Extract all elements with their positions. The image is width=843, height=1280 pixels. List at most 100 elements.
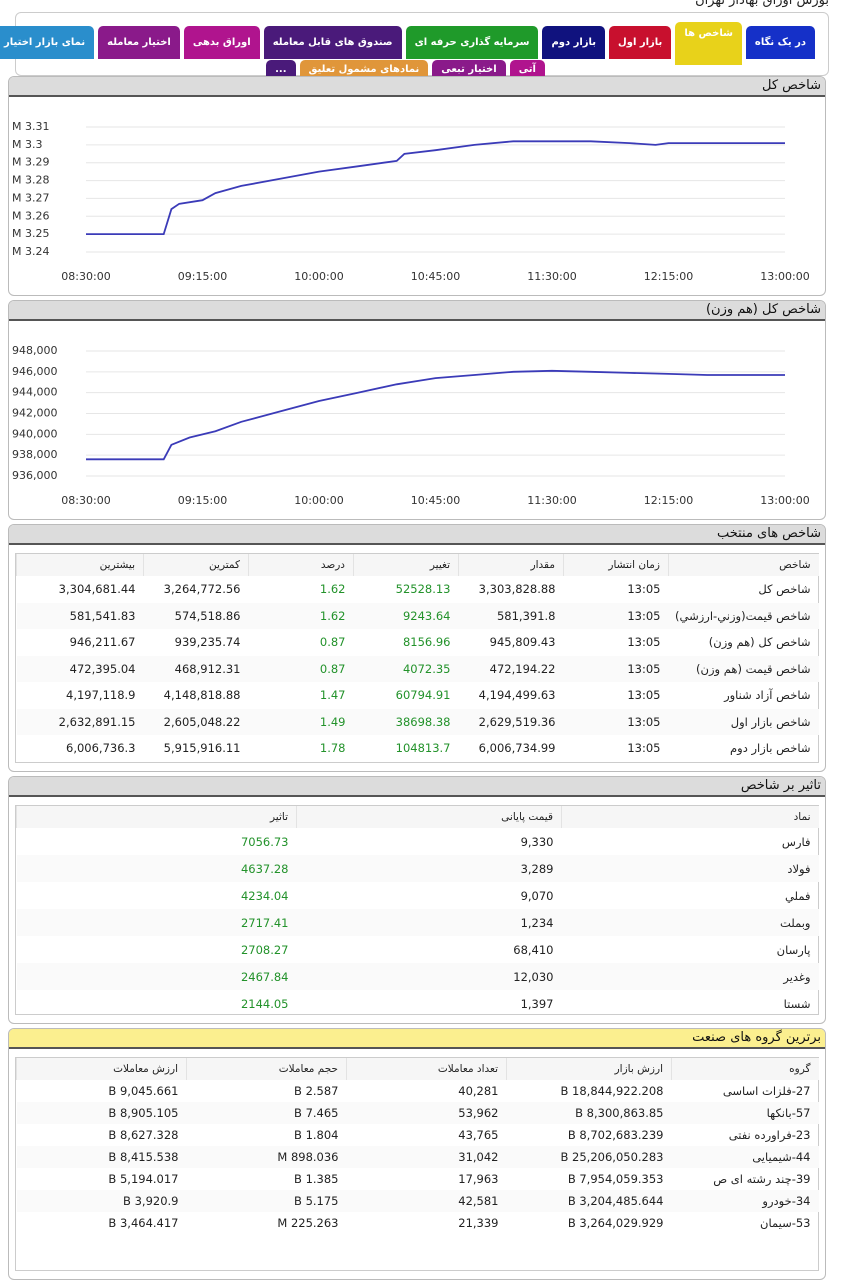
tab[interactable]: اختیار معامله	[98, 26, 180, 59]
y-tick-label: 940,000	[12, 427, 58, 440]
cell: فولاد	[561, 855, 819, 882]
cell: 60794.91	[395, 688, 451, 703]
cell: 5.175 B	[186, 1190, 347, 1212]
y-tick-label: M 3.26	[12, 209, 49, 222]
tab[interactable]: نمای بازار اختیار معامله	[0, 26, 95, 59]
cell: 8,905.105 B	[16, 1102, 187, 1124]
cell: 68,410	[513, 942, 554, 957]
column-header: مقدار	[458, 554, 564, 576]
cell: 21,339	[458, 1216, 499, 1230]
cell: 8156.96	[402, 635, 451, 650]
column-header: تغییر	[353, 554, 459, 576]
tab[interactable]: ...	[266, 60, 296, 78]
cell: 2,629,519.36	[458, 708, 564, 735]
column-header: تاثیر	[16, 806, 297, 828]
column-header: کمترین	[143, 554, 249, 576]
row: پارسان 68,410 2708.27	[17, 936, 819, 963]
x-tick-label: 09:15:00	[178, 270, 227, 283]
cell: 1.62	[319, 582, 346, 597]
tab[interactable]: بازار دوم	[542, 26, 606, 59]
line	[86, 140, 785, 235]
cell: 4072.35	[353, 655, 459, 682]
x-tick-label: 12:15:00	[644, 270, 693, 283]
cell: 2,605,048.22	[143, 708, 249, 735]
cell: وبملت	[561, 909, 819, 936]
cell: 3,303,828.88	[478, 582, 556, 597]
cell: 898.036 M	[186, 1146, 347, 1168]
cell: 9243.64	[353, 602, 459, 629]
cell: 12,030	[296, 963, 562, 990]
x-tick-label: 08:30:00	[61, 270, 110, 283]
cell: 53-سیمان	[760, 1216, 811, 1230]
panel-title: شاخص های منتخب	[9, 525, 825, 545]
cell: 9,330	[520, 834, 554, 849]
cell: 4234.04	[240, 888, 289, 903]
cell: 13:05	[627, 635, 661, 650]
row: 34-خودرو 3,204,485.644 B 42,581 5.175 B 3,92…	[16, 1190, 819, 1212]
tab[interactable]: نمادهای مشمول تعلیق	[299, 60, 429, 78]
cell: 6,006,734.99	[478, 741, 556, 756]
cell: 52528.13	[395, 582, 451, 597]
chart: 936,000 938,000 940,000 942,000 944,000 946,0…	[12, 344, 810, 507]
x-tick-label: 09:15:00	[178, 494, 227, 507]
row: شاخص قیمت(وزني-ارزشي) 13:05 581,391.8 9243.…	[16, 602, 819, 629]
cell: 4,148,818.88	[163, 688, 241, 703]
cell: 17,963	[458, 1172, 499, 1186]
row: شاخص بازار دوم 13:05 6,006,734.99 104813.7 1…	[17, 735, 819, 762]
cell: 1.62	[248, 602, 354, 629]
y-tick-label: 936,000	[12, 469, 58, 482]
panel-title: شاخص کل (هم وزن)	[9, 301, 825, 321]
x-tick-label: 08:30:00	[61, 494, 110, 507]
x-tick-label: 10:45:00	[411, 270, 460, 283]
cell: 13:05	[627, 741, 661, 756]
table-panel: برترین گروه های صنعت گروه ارزش بازار تعداد …	[8, 1028, 826, 1280]
cell: 8,300,863.85 B	[506, 1102, 672, 1124]
cell: 2467.84	[16, 963, 297, 990]
table-panel: تاثیر بر شاخص نماد قیمت پایانی تاثیر فارس 9,3…	[8, 776, 826, 1024]
cell: 8,702,683.239 B	[567, 1128, 664, 1142]
cell: 1,397	[520, 996, 554, 1011]
chart-panel: شاخص کل M 3.24 M 3.25 M 3.26 M 3.27 M 3.28 M 3…	[8, 76, 826, 296]
tab[interactable]: اختیار تبعی	[432, 60, 506, 78]
cell: 2717.41	[16, 909, 297, 936]
header-row: گروه ارزش بازار تعداد معاملات حجم معاملات ار…	[16, 1058, 819, 1080]
tab[interactable]: سرمایه گذاری حرفه ای	[405, 26, 539, 59]
cell: 1.47	[319, 688, 346, 703]
cell: 9,070	[520, 888, 554, 903]
cell: 13:05	[563, 708, 669, 735]
column-header: حجم معاملات	[186, 1058, 347, 1080]
x-tick-label: 13:00:00	[760, 270, 809, 283]
tab[interactable]: در یک نگاه	[745, 26, 815, 59]
tab[interactable]: آتی	[509, 60, 545, 78]
tab[interactable]: بازار اول	[609, 26, 672, 59]
y-tick-label: 948,000	[12, 344, 58, 357]
panel-title: تاثیر بر شاخص	[9, 777, 825, 797]
panel-title: برترین گروه های صنعت	[9, 1029, 825, 1049]
tab[interactable]: اوراق بدهی	[183, 26, 260, 59]
cell: 18,844,922.208 B	[560, 1084, 664, 1098]
row: وغدير 12,030 2467.84	[16, 963, 819, 990]
cell: 3,264,029.929 B	[567, 1216, 664, 1230]
cell: پارسان	[776, 942, 811, 957]
cell: 7.465 B	[186, 1102, 347, 1124]
cell: 7,954,059.353 B	[567, 1172, 664, 1186]
column-header: زمان انتشار	[563, 554, 669, 576]
cell: 581,391.8	[458, 602, 564, 629]
y-tick-label: 938,000	[12, 448, 58, 461]
cell: 38698.38	[353, 708, 459, 735]
column-header: ارزش بازار	[506, 1058, 672, 1080]
tab[interactable]: صندوق های قابل معامله	[263, 26, 402, 59]
table-box: گروه ارزش بازار تعداد معاملات حجم معاملات ار…	[15, 1057, 819, 1271]
cell: 3,920.9 B	[16, 1190, 187, 1212]
cell: 23-فراورده نفتی	[728, 1128, 811, 1142]
cell: 104813.7	[395, 741, 451, 756]
cell: 57-بانکها	[671, 1102, 819, 1124]
cell: 13:05	[627, 582, 661, 597]
table: شاخص زمان انتشار مقدار تغییر درصد کمترین بیشتر…	[16, 554, 819, 762]
cell: 7056.73	[240, 834, 289, 849]
cell: 1.78	[319, 741, 346, 756]
cell: 13:05	[563, 655, 669, 682]
row: 23-فراورده نفتی 8,702,683.239 B 43,765 1.80…	[17, 1124, 819, 1146]
tab[interactable]: شاخص ها	[675, 22, 742, 65]
